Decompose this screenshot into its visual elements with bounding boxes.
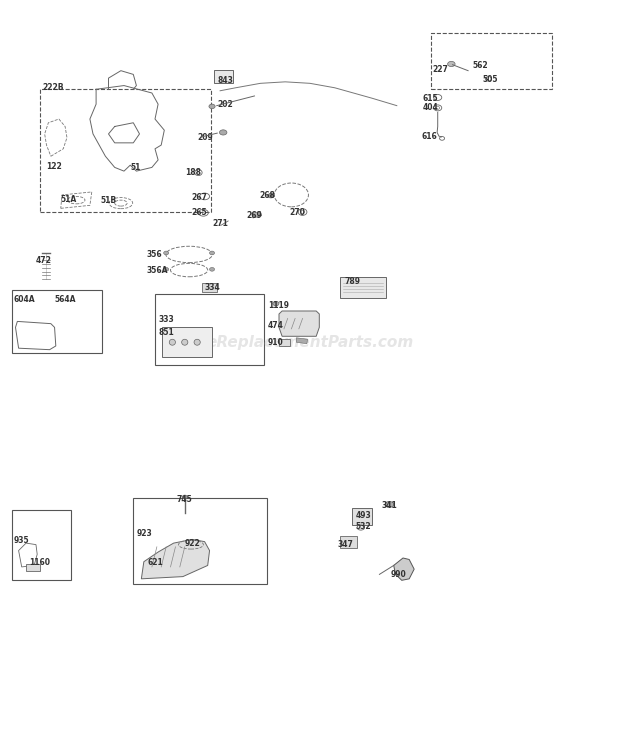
Ellipse shape — [268, 193, 274, 198]
Ellipse shape — [219, 130, 227, 135]
Text: 356A: 356A — [147, 266, 169, 275]
Text: 341: 341 — [381, 501, 397, 510]
Ellipse shape — [210, 268, 215, 272]
Text: 789: 789 — [344, 277, 360, 286]
Text: 474: 474 — [268, 321, 284, 330]
Text: 910: 910 — [268, 338, 283, 347]
Text: 271: 271 — [212, 219, 228, 228]
Text: 51A: 51A — [61, 195, 77, 204]
Ellipse shape — [385, 501, 394, 507]
Text: 1119: 1119 — [268, 301, 289, 310]
FancyBboxPatch shape — [352, 508, 372, 525]
Text: 990: 990 — [391, 570, 406, 579]
Text: 745: 745 — [177, 496, 192, 504]
Text: 265: 265 — [191, 208, 206, 217]
Text: 122: 122 — [46, 162, 62, 171]
Ellipse shape — [273, 301, 279, 306]
FancyBboxPatch shape — [340, 536, 357, 548]
Text: 564A: 564A — [55, 295, 76, 304]
FancyBboxPatch shape — [340, 277, 386, 298]
Text: 604A: 604A — [14, 295, 35, 304]
Ellipse shape — [169, 339, 175, 345]
Text: 268: 268 — [259, 191, 275, 200]
Text: 532: 532 — [355, 522, 371, 531]
Text: 270: 270 — [289, 208, 305, 217]
Text: 202: 202 — [217, 100, 232, 109]
Text: 615: 615 — [423, 94, 438, 103]
Text: 188: 188 — [185, 168, 201, 177]
Text: 851: 851 — [158, 328, 174, 337]
Ellipse shape — [182, 496, 187, 499]
Text: 404: 404 — [423, 103, 438, 112]
Ellipse shape — [164, 268, 169, 272]
Text: 209: 209 — [197, 133, 213, 142]
Polygon shape — [279, 311, 319, 336]
FancyBboxPatch shape — [162, 327, 212, 357]
Polygon shape — [252, 211, 262, 218]
Ellipse shape — [182, 339, 188, 345]
Polygon shape — [394, 558, 414, 580]
Text: 347: 347 — [338, 540, 354, 549]
Polygon shape — [296, 338, 308, 344]
Text: 51B: 51B — [100, 196, 117, 205]
Text: 267: 267 — [191, 193, 207, 202]
Ellipse shape — [210, 251, 215, 255]
Text: 923: 923 — [136, 529, 152, 538]
Text: 334: 334 — [205, 283, 220, 292]
FancyBboxPatch shape — [214, 70, 232, 83]
Text: 562: 562 — [472, 61, 488, 70]
Text: 922: 922 — [185, 539, 200, 548]
Text: 222B: 222B — [42, 83, 64, 92]
Text: 616: 616 — [422, 132, 437, 141]
FancyBboxPatch shape — [279, 339, 290, 346]
Text: 493: 493 — [355, 511, 371, 520]
Text: 269: 269 — [247, 211, 262, 220]
Text: 1160: 1160 — [29, 558, 50, 567]
FancyBboxPatch shape — [26, 564, 40, 571]
Ellipse shape — [194, 339, 200, 345]
Text: 505: 505 — [482, 75, 498, 84]
FancyBboxPatch shape — [202, 283, 217, 292]
Text: 472: 472 — [35, 256, 51, 265]
Text: 51: 51 — [130, 163, 141, 172]
Text: 356: 356 — [147, 250, 162, 259]
Text: 935: 935 — [14, 536, 29, 545]
Text: 843: 843 — [217, 76, 233, 85]
Ellipse shape — [448, 61, 455, 67]
Polygon shape — [141, 539, 210, 579]
Text: eReplacementParts.com: eReplacementParts.com — [206, 335, 414, 350]
Ellipse shape — [209, 104, 215, 109]
Ellipse shape — [164, 251, 169, 255]
Text: 333: 333 — [158, 315, 174, 324]
Text: 621: 621 — [148, 558, 163, 567]
Text: 227: 227 — [433, 65, 449, 74]
